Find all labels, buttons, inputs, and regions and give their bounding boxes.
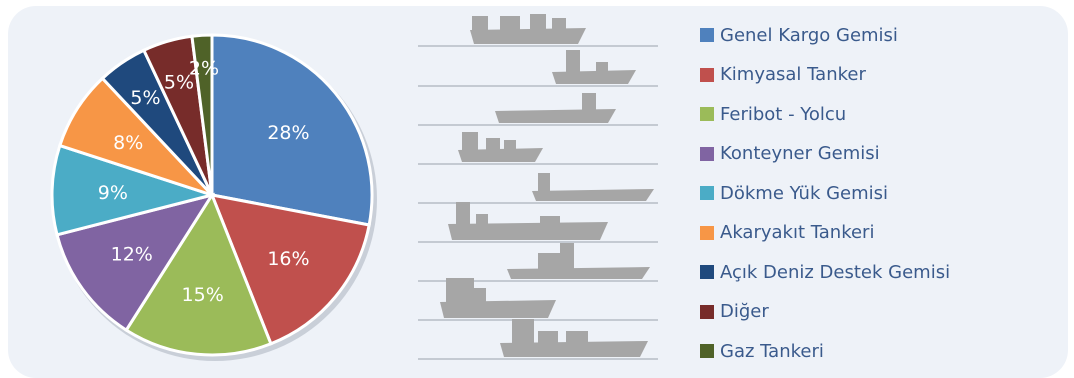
ferry-icon: [495, 93, 616, 123]
legend-swatch: [700, 265, 714, 279]
legend-item[interactable]: Gaz Tankeri: [700, 338, 824, 364]
offshore-supply-vessel-icon: [507, 243, 650, 279]
legend-item[interactable]: Kimyasal Tanker: [700, 62, 866, 88]
legend-item[interactable]: Konteyner Gemisi: [700, 141, 880, 167]
legend-swatch: [700, 146, 714, 161]
legend-swatch: [700, 344, 714, 358]
legend-label: Gaz Tankeri: [720, 340, 824, 362]
legend-label: Kimyasal Tanker: [720, 64, 866, 85]
pie-slice[interactable]: [190, 33, 214, 196]
legend-item[interactable]: Dökme Yük Gemisi: [700, 180, 888, 206]
fuel-tanker-icon: [448, 202, 608, 240]
legend-item[interactable]: Açık Deniz Destek Gemisi: [700, 259, 950, 285]
legend-item[interactable]: Diğer: [700, 299, 769, 325]
pie-slice[interactable]: [50, 143, 218, 237]
legend-swatch: [700, 186, 714, 200]
legend-label: Feribot - Yolcu: [720, 103, 847, 125]
slice-value-label: 9%: [98, 182, 128, 204]
pie-slice[interactable]: [55, 192, 216, 333]
ship-icons: [418, 14, 658, 360]
container-ship-icon: [458, 132, 543, 162]
legend-label: Genel Kargo Gemisi: [720, 24, 898, 46]
pie-slice[interactable]: [209, 193, 371, 346]
pie-slice[interactable]: [124, 191, 273, 357]
slice-value-label: 16%: [267, 248, 309, 270]
pie-chart: 28%16%15%12%9%8%5%5%2%: [50, 33, 377, 361]
slice-value-label: 5%: [130, 87, 160, 109]
legend-label: Dökme Yük Gemisi: [720, 182, 889, 204]
other-vessel-icon: [440, 278, 556, 318]
bulk-carrier-icon: [532, 173, 654, 201]
slice-value-label: 28%: [267, 122, 309, 144]
legend-swatch: [700, 225, 714, 240]
legend-label: Açık Deniz Destek Gemisi: [720, 261, 951, 283]
slice-value-label: 2%: [189, 57, 219, 79]
legend-item[interactable]: Feribot - Yolcu: [700, 101, 846, 127]
legend-label: Konteyner Gemisi: [720, 143, 880, 164]
pie-slice[interactable]: [210, 33, 374, 227]
slice-value-label: 5%: [164, 71, 194, 93]
slice-value-label: 8%: [113, 132, 143, 154]
legend-swatch: [700, 304, 714, 319]
legend-item[interactable]: Akaryakıt Tankeri: [700, 220, 874, 246]
chemical-tanker-icon: [552, 50, 636, 84]
legend-swatch: [700, 107, 714, 121]
legend-swatch: [700, 28, 714, 42]
legend-label: Akaryakıt Tankeri: [720, 222, 875, 243]
slice-value-label: 15%: [182, 284, 224, 306]
legend-label: Diğer: [720, 301, 769, 322]
legend-item[interactable]: Genel Kargo Gemisi: [700, 22, 898, 48]
slice-value-label: 12%: [111, 243, 153, 265]
gas-tanker-icon: [500, 319, 648, 357]
general-cargo-ship-icon: [470, 14, 586, 44]
legend-swatch: [700, 67, 714, 82]
